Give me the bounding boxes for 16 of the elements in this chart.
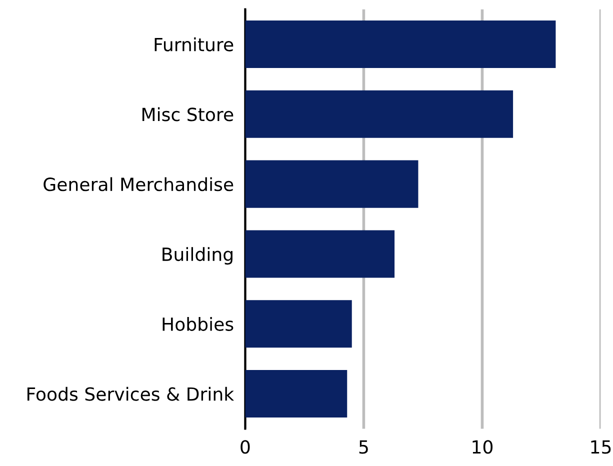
- bar: [245, 370, 348, 418]
- y-tick-label: General Merchandise: [44, 177, 234, 192]
- bar: [245, 300, 352, 348]
- x-tick-label: 0: [240, 440, 250, 454]
- bar: [245, 160, 418, 208]
- y-tick-label: Hobbies: [162, 317, 234, 331]
- y-tick-label: Foods Services & Drink: [27, 386, 234, 401]
- y-tick-label: Misc Store: [142, 107, 234, 122]
- bar: [245, 90, 514, 138]
- x-tick-label: 10: [472, 440, 493, 454]
- y-tick-label: Furniture: [154, 37, 234, 52]
- bar: [245, 230, 395, 278]
- x-tick-label: 5: [359, 440, 368, 454]
- y-tick-label: Building: [162, 247, 232, 265]
- bar: [245, 20, 556, 68]
- x-tick-label: 15: [591, 440, 611, 454]
